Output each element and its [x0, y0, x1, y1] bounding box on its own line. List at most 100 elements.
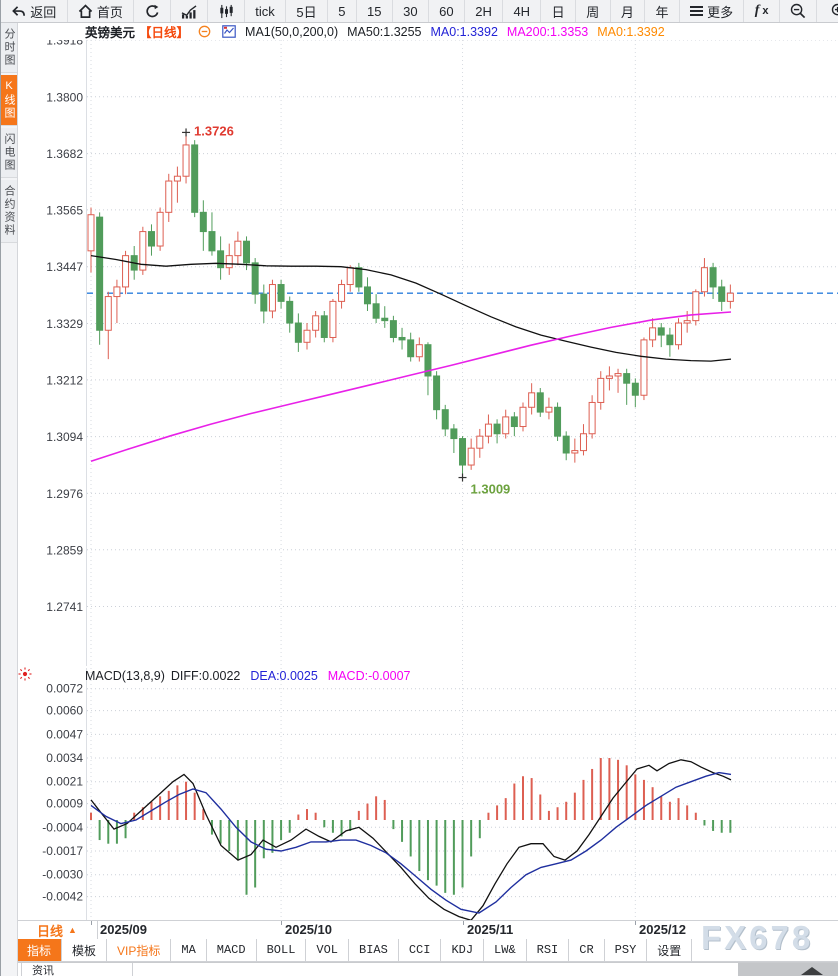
- macd-chart-canvas[interactable]: 0.0072 0.0060 0.0047 0.0034 0.0021 0.0009 -0.0…: [17, 668, 838, 920]
- indicator-tab-vol[interactable]: VOL: [306, 939, 350, 961]
- candle: [510, 412, 518, 437]
- tab-news[interactable]: 资讯: [21, 963, 133, 976]
- candle: [562, 431, 570, 461]
- price-axis-label: 1.3094: [46, 430, 83, 444]
- macd-axis-label: -0.0042: [42, 890, 83, 904]
- candle: [191, 140, 199, 218]
- toolbar-button-home[interactable]: 首页: [68, 0, 135, 22]
- indicator-tab-ma[interactable]: MA: [171, 939, 207, 961]
- bottom-panel-strip: 资讯: [1, 962, 838, 976]
- toolbar-button-refresh[interactable]: [134, 0, 171, 22]
- brightness-icon[interactable]: [18, 667, 32, 686]
- indicator-tab-kdj[interactable]: KDJ: [441, 939, 485, 961]
- scroll-up-arrow[interactable]: [801, 967, 823, 975]
- toolbar-button-label: tick: [255, 3, 275, 19]
- indicator-tab-cr[interactable]: CR: [569, 939, 605, 961]
- toolbar-button-m60[interactable]: 60: [429, 0, 465, 22]
- price-axis-label: 1.2741: [46, 600, 83, 614]
- indicator-tab-bar: 指标 模板 VIP指标 MA MACD BOLL VOL BIAS CCI KDJ LW& RSI CR…: [17, 939, 838, 962]
- candle: [355, 262, 363, 292]
- candle: [666, 327, 674, 357]
- candle: [182, 132, 190, 184]
- price-axis-label: 1.3447: [46, 260, 83, 274]
- candle: [675, 318, 683, 350]
- candle: [389, 315, 397, 343]
- horizontal-scrollbar[interactable]: [738, 963, 838, 976]
- macd-diff-line: [90, 759, 732, 920]
- toolbar-button-candle-chart[interactable]: [208, 0, 245, 22]
- toolbar-button-m15[interactable]: 15: [357, 0, 393, 22]
- indicator-tab-指标[interactable]: 指标: [17, 939, 63, 961]
- collapse-icon[interactable]: [198, 25, 211, 38]
- zoom-out-icon: [790, 3, 806, 19]
- toolbar-button-h2[interactable]: 2H: [465, 0, 504, 22]
- indicator-tab-macd[interactable]: MACD: [207, 939, 257, 961]
- period-tag: 【日线】: [139, 26, 190, 40]
- month-label: 2025/09: [100, 922, 147, 937]
- toolbar-button-day[interactable]: 日: [541, 0, 576, 22]
- toolbar-button-month[interactable]: 月: [611, 0, 646, 22]
- toolbar-button-label: 60: [439, 3, 454, 19]
- toolbar-button-week[interactable]: 周: [576, 0, 611, 22]
- sidebar-tab-1[interactable]: 分时图: [1, 23, 17, 73]
- candle: [312, 311, 320, 338]
- macd-axis-label: -0.0030: [42, 868, 83, 882]
- toolbar-button-year[interactable]: 年: [645, 0, 680, 22]
- macd-axis-label: 0.0072: [46, 682, 83, 696]
- candle: [571, 438, 579, 463]
- toolbar-button-tick[interactable]: tick: [245, 0, 287, 22]
- price-axis-label: 1.3918: [46, 40, 83, 48]
- month-tick: [635, 921, 636, 925]
- candle: [217, 236, 225, 280]
- price-axis-label: 1.3800: [46, 90, 83, 104]
- indicator-tab-psy[interactable]: PSY: [605, 939, 648, 961]
- candle: [554, 402, 562, 441]
- candle: [87, 207, 95, 273]
- macd-axis-label: 0.0021: [46, 775, 83, 789]
- sidebar-tab-3[interactable]: 闪电图: [1, 128, 17, 178]
- toolbar-button-m5[interactable]: 5: [328, 0, 357, 22]
- x-axis-row: 日线 ▲ 2025/09 2025/10 2025/11 2025/12: [17, 920, 838, 940]
- candle: [493, 419, 501, 444]
- sidebar-tab-4[interactable]: 合约资料: [1, 180, 17, 243]
- indicator-chart-icon[interactable]: [222, 25, 236, 38]
- ma0-blue-value: MA0:1.3392: [430, 24, 498, 39]
- toolbar-button-back[interactable]: 返回: [1, 0, 68, 22]
- indicator-tab-lw[interactable]: LW&: [484, 939, 527, 961]
- toolbar-button-label: 首页: [96, 4, 123, 20]
- indicator-tab-cci[interactable]: CCI: [399, 939, 442, 961]
- candle: [415, 337, 423, 362]
- indicator-tab-设置[interactable]: 设置: [647, 939, 693, 961]
- toolbar-button-5d[interactable]: 5日: [286, 0, 328, 22]
- chart-type-sidebar: 分时图 K线图闪电图合约资料: [1, 23, 18, 976]
- indicator-tab-rsi[interactable]: RSI: [527, 939, 570, 961]
- indicator-tab-vip指标[interactable]: VIP指标: [107, 939, 172, 961]
- candle: [718, 279, 726, 312]
- candle: [381, 306, 389, 328]
- candle: [363, 277, 371, 312]
- toolbar-button-zoom-in[interactable]: [817, 0, 838, 22]
- price-axis-label: 1.2976: [46, 487, 83, 501]
- price-chart-canvas[interactable]: 1.3918 1.3800 1.3682 1.3565 1.3447 1.3329 1.32…: [17, 40, 838, 666]
- chevron-up-icon: ▲: [68, 925, 77, 935]
- candle: [433, 371, 441, 420]
- candle: [104, 291, 112, 360]
- back-arrow-icon: [11, 4, 26, 19]
- indicator-tab-bias[interactable]: BIAS: [349, 939, 399, 961]
- period-selector[interactable]: 日线 ▲: [17, 921, 98, 939]
- candle: [588, 395, 596, 439]
- toolbar-button-h4[interactable]: 4H: [503, 0, 542, 22]
- toolbar-button-label: 年: [655, 4, 669, 20]
- candle: [700, 258, 708, 297]
- low-annotation: 1.3009: [458, 473, 510, 497]
- toolbar-button-m30[interactable]: 30: [393, 0, 429, 22]
- indicator-tab-boll[interactable]: BOLL: [257, 939, 307, 961]
- macd-header: MACD(13,8,9) DIFF:0.0022 DEA:0.0025 MACD…: [85, 668, 410, 684]
- sidebar-tab-2[interactable]: K线图: [1, 75, 17, 126]
- toolbar-button-more[interactable]: 更多: [680, 0, 745, 22]
- indicator-tab-模板[interactable]: 模板: [62, 939, 108, 961]
- toolbar-button-bar-chart[interactable]: [171, 0, 209, 22]
- toolbar-button-zoom-out[interactable]: [780, 0, 818, 22]
- month-tick: [91, 921, 92, 925]
